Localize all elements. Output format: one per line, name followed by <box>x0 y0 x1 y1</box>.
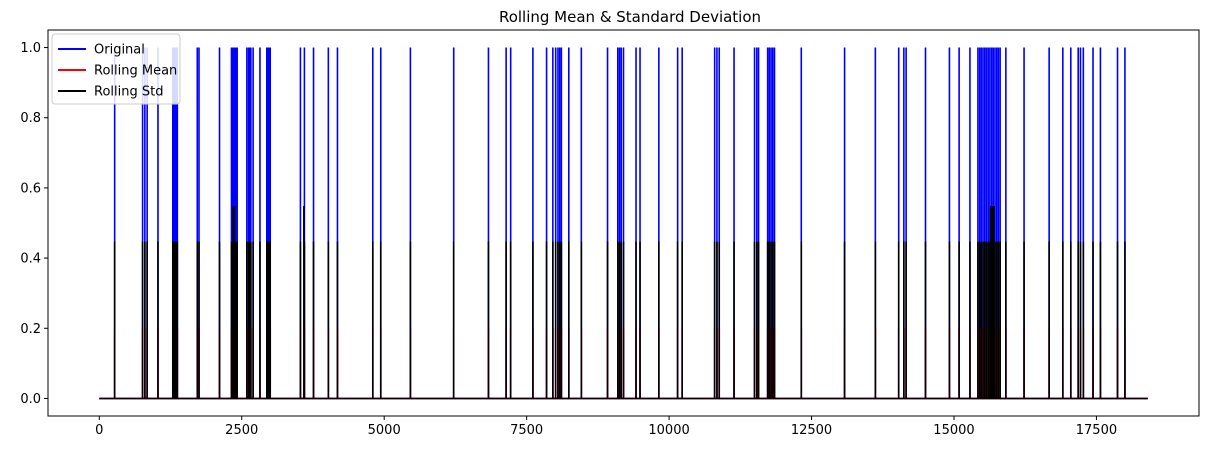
legend-label-original: Original <box>94 43 145 58</box>
legend: Original Rolling Mean Rolling Std <box>51 33 181 105</box>
y-tick-label: 0.6 <box>20 181 41 196</box>
series-rolling-std <box>99 206 1148 400</box>
y-tick-label: 0.0 <box>20 392 41 407</box>
y-axis: 0.0 0.2 0.4 0.6 0.8 1.0 <box>20 41 48 407</box>
y-tick-label: 0.2 <box>20 322 41 337</box>
chart-title: Rolling Mean & Standard Deviation <box>499 8 761 26</box>
x-tick-label: 2500 <box>225 423 258 438</box>
legend-label-rolling-mean: Rolling Mean <box>94 64 177 79</box>
x-tick-label: 10000 <box>648 423 689 438</box>
x-tick-label: 15000 <box>933 423 974 438</box>
x-tick-label: 5000 <box>368 423 401 438</box>
x-tick-label: 17500 <box>1076 423 1117 438</box>
legend-box <box>51 33 181 105</box>
plot-area <box>99 47 1148 400</box>
x-tick-label: 7500 <box>510 423 543 438</box>
legend-label-rolling-std: Rolling Std <box>94 85 163 100</box>
y-tick-label: 1.0 <box>20 41 41 56</box>
y-tick-label: 0.8 <box>20 111 41 126</box>
x-tick-label: 12500 <box>791 423 832 438</box>
axes-frame <box>47 29 1200 417</box>
x-axis: 0 2500 5000 7500 10000 12500 15000 17500 <box>95 416 1117 438</box>
x-tick-label: 0 <box>95 423 103 438</box>
y-tick-label: 0.4 <box>20 252 41 267</box>
